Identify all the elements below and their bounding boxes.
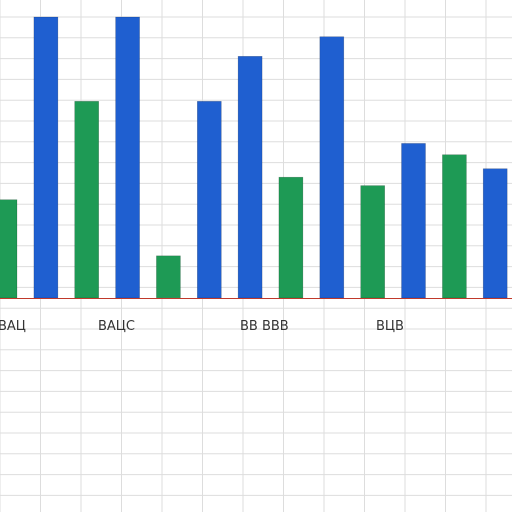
bar-blue [401, 143, 426, 299]
x-tick-label: ВВ ВВВ [240, 319, 289, 334]
x-tick-label: ВАЦ [0, 319, 26, 334]
bar-green [442, 154, 467, 299]
bar-green [0, 199, 18, 299]
bar-green [156, 255, 181, 299]
x-tick-labels: ВАЦ ВАЦС ВВ ВВВ ВЦВ [0, 319, 404, 334]
bar-green [74, 101, 99, 299]
bar-blue [319, 36, 345, 299]
bar-blue [237, 55, 263, 299]
bar-blue [482, 168, 508, 299]
bar-blue [115, 16, 140, 299]
bars [0, 16, 508, 299]
bar-blue [33, 16, 59, 299]
x-tick-label: ВАЦС [98, 319, 135, 334]
bar-green [278, 176, 304, 299]
x-tick-label: ВЦВ [376, 319, 404, 334]
bar-blue [197, 101, 222, 299]
bar-green [360, 185, 386, 299]
